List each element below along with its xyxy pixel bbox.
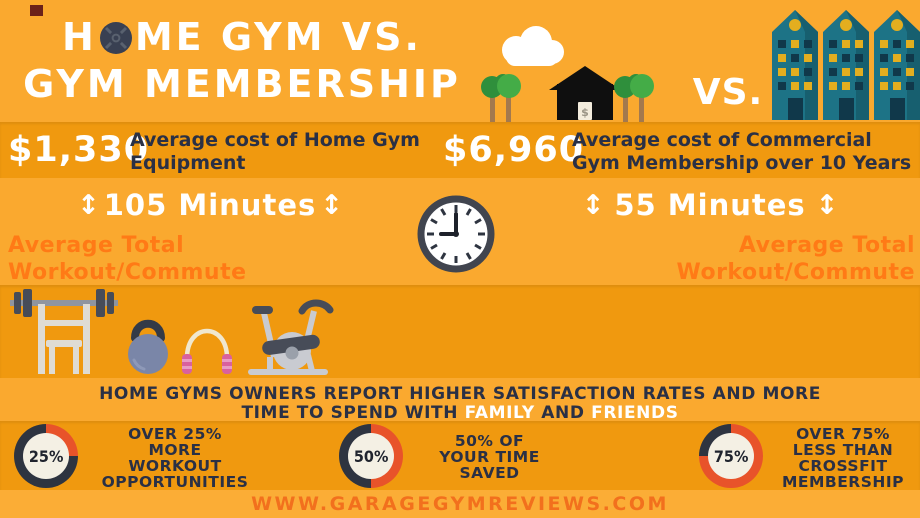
stat-label-75: OVER 75% LESS THAN CROSSFIT MEMBERSHIP bbox=[768, 426, 918, 490]
updown-arrow-icon: ↕ bbox=[320, 189, 343, 221]
donut-chart-75: 75% bbox=[699, 424, 763, 488]
title-line-1: H ME GYM VS. bbox=[18, 14, 466, 61]
squat-rack-barbell-icon bbox=[10, 289, 118, 374]
donut-percent-label: 75% bbox=[713, 446, 749, 466]
satisfaction-text: TIME TO SPEND WITH bbox=[241, 403, 459, 423]
home-gym-cost-label: Average cost of Home Gym Equipment bbox=[130, 129, 420, 174]
trees-icon bbox=[614, 74, 654, 122]
house-dollar-glyph: $ bbox=[581, 106, 589, 119]
stat-line: OVER 25% bbox=[128, 425, 222, 443]
page-title: H ME GYM VS. GYM MEMBERSHIP bbox=[18, 14, 466, 108]
buildings-icon bbox=[772, 10, 920, 120]
stat-line: MORE bbox=[148, 441, 202, 459]
cost-comparison-band: $1,330 Average cost of Home Gym Equipmen… bbox=[0, 122, 920, 178]
stat-label-25: OVER 25% MORE WORKOUT OPPORTUNITIES bbox=[86, 426, 264, 490]
house-icon: $ bbox=[549, 66, 621, 120]
website-url: WWW.GARAGEGYMREVIEWS.COM bbox=[251, 493, 669, 515]
trees-icon bbox=[481, 74, 521, 122]
satisfaction-text: AND bbox=[541, 403, 585, 423]
satisfaction-line-1: HOME GYMS OWNERS REPORT HIGHER SATISFACT… bbox=[99, 384, 821, 404]
stats-band: 25% OVER 25% MORE WORKOUT OPPORTUNITIES … bbox=[0, 421, 920, 490]
stat-line: YOUR TIME bbox=[439, 448, 540, 466]
donut-percent-label: 25% bbox=[28, 446, 64, 466]
donut-face: 50% bbox=[348, 433, 394, 479]
satisfaction-line-2: TIME TO SPEND WITH FAMILY AND FRIENDS bbox=[0, 403, 920, 423]
cloud-icon bbox=[502, 26, 564, 66]
jump-rope-icon bbox=[182, 328, 232, 374]
kettlebell-icon bbox=[128, 319, 168, 374]
stat-line: MEMBERSHIP bbox=[781, 473, 905, 491]
donut-percent-label: 50% bbox=[353, 446, 389, 466]
updown-arrow-icon: ↕ bbox=[77, 189, 100, 221]
commercial-minutes-value: 105 Minutes bbox=[103, 188, 317, 222]
donut-chart-25: 25% bbox=[14, 424, 78, 488]
footer-band: WWW.GARAGEGYMREVIEWS.COM bbox=[0, 490, 920, 518]
updown-arrow-icon: ↕ bbox=[581, 189, 605, 221]
stat-line: CROSSFIT bbox=[798, 457, 888, 475]
commercial-minutes-value-row: ↕ 105 Minutes ↕ bbox=[0, 188, 420, 222]
clock-icon bbox=[417, 195, 495, 273]
exercise-bike-icon bbox=[248, 299, 334, 375]
donut-face: 75% bbox=[708, 433, 754, 479]
home-gym-cost-value: $1,330 bbox=[8, 130, 150, 170]
donut-face: 25% bbox=[23, 433, 69, 479]
stat-line: SAVED bbox=[459, 464, 520, 482]
weight-plate-icon bbox=[99, 21, 132, 54]
stat-line: 50% OF bbox=[454, 432, 525, 450]
title-text: GYM MEMBERSHIP bbox=[23, 62, 461, 106]
decorative-red-mark bbox=[30, 5, 43, 16]
home-minutes-value: 55 Minutes bbox=[614, 188, 806, 222]
stat-line: OPPORTUNITIES bbox=[101, 473, 249, 491]
vs-label: VS. bbox=[692, 72, 764, 113]
satisfaction-friends: FRIENDS bbox=[591, 403, 679, 423]
donut-chart-50: 50% bbox=[339, 424, 403, 488]
title-text: ME GYM VS. bbox=[134, 15, 422, 59]
equipment-band: WHAT EQUIPMENT DO YOU NEED? Squat Rack w… bbox=[0, 285, 920, 378]
commute-time-band: ↕ 105 Minutes ↕ Average Total Workout/Co… bbox=[0, 178, 920, 312]
title-text: H bbox=[62, 15, 97, 59]
satisfaction-family: FAMILY bbox=[464, 403, 535, 423]
satisfaction-band: HOME GYMS OWNERS REPORT HIGHER SATISFACT… bbox=[0, 378, 920, 423]
updown-arrow-icon: ↕ bbox=[815, 189, 839, 221]
stat-line: OVER 75% bbox=[796, 425, 890, 443]
stat-line: WORKOUT bbox=[128, 457, 222, 475]
header-band: H ME GYM VS. GYM MEMBERSHIP bbox=[0, 0, 920, 122]
label-line: Average Total Workout/Commute bbox=[8, 233, 247, 285]
home-minutes-value-row: ↕ 55 Minutes ↕ bbox=[505, 188, 915, 222]
commercial-gym-cost-label: Average cost of Commercial Gym Membershi… bbox=[572, 129, 912, 174]
commercial-gym-cost-value: $6,960 bbox=[443, 130, 585, 170]
stat-label-50: 50% OF YOUR TIME SAVED bbox=[402, 433, 577, 481]
label-line: Average Total Workout/Commute bbox=[676, 233, 915, 285]
title-line-2: GYM MEMBERSHIP bbox=[18, 61, 466, 108]
stat-line: LESS THAN bbox=[792, 441, 894, 459]
